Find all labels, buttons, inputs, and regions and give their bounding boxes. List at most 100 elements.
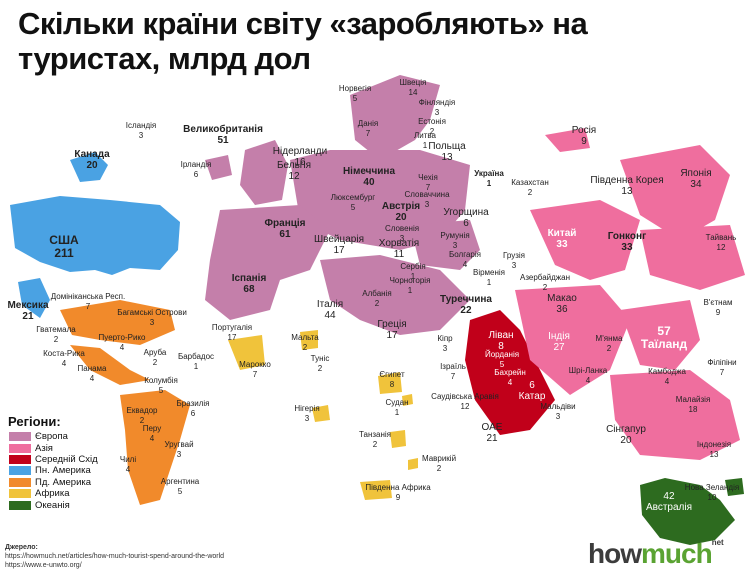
label-argentina: Аргентина 5	[160, 477, 200, 496]
label-cyprus: Кіпр 3	[437, 334, 453, 353]
legend-item-africa: Африка	[9, 488, 117, 499]
label-morocco: Марокко 7	[239, 360, 271, 379]
label-montenegro: Чорногорія 1	[389, 276, 431, 295]
label-hungary: Угорщина 6	[443, 207, 489, 229]
label-macau: Макао 36	[547, 293, 577, 315]
label-switzerland: Швейцарія 17	[314, 234, 364, 256]
legend-item-north-america: Пн. Америка	[9, 465, 117, 476]
label-egypt: Єгипет 8	[379, 370, 405, 389]
region-canada	[70, 152, 108, 182]
label-poland: Польща 13	[428, 141, 466, 163]
legend-label: Африка	[35, 488, 70, 500]
label-turkey: Туреччина 22	[440, 294, 492, 316]
legend-title: Регіони:	[8, 414, 61, 429]
label-singapore: Сінгапур 20	[606, 424, 646, 446]
label-israel: Ізраїль 7	[440, 362, 466, 381]
legend-label: Океанія	[35, 499, 70, 511]
legend-swatch	[9, 477, 31, 487]
legend-swatch	[9, 466, 31, 476]
label-mexico: Мексика 21	[7, 300, 49, 322]
legend-item-europe: Європа	[9, 431, 117, 442]
label-peru: Перу 4	[142, 424, 162, 443]
region-sudan	[402, 394, 413, 406]
logo-part-how: how	[588, 538, 642, 569]
label-vietnam: В'єтнам 9	[703, 298, 733, 317]
region-egypt	[378, 372, 402, 394]
region-tanzania	[390, 430, 406, 448]
label-georgia: Грузія 3	[502, 251, 526, 270]
label-bahamas: Багамські Острови 3	[117, 308, 187, 327]
region-taiwan-hk	[640, 225, 745, 290]
label-belgium: Бельгія 12	[276, 160, 312, 182]
label-estonia: Естонія 2	[418, 117, 446, 136]
legend-label: Європа	[35, 431, 68, 443]
region-tunisia	[300, 330, 318, 350]
source-link[interactable]: https://www.e-unwto.org/	[5, 562, 82, 569]
region-mexico	[18, 278, 50, 318]
region-southeast-asia	[610, 370, 740, 460]
label-tanzania: Танзанія 2	[358, 430, 392, 449]
legend-item-south-america: Пд. Америка	[9, 477, 117, 488]
label-costa-rica: Коста-Рика 4	[43, 349, 85, 368]
label-puerto-rico: Пуерто-Рико 4	[98, 333, 146, 352]
label-russia: Росія 9	[571, 125, 597, 147]
label-iceland: Ісландія 3	[125, 121, 157, 140]
label-panama: Панама 4	[77, 364, 107, 383]
label-ireland: Ірландія 6	[180, 160, 212, 179]
label-spain: Іспанія 68	[231, 273, 267, 295]
label-france: Франція 61	[264, 218, 306, 240]
label-nigeria: Нігерія 3	[294, 404, 320, 423]
legend-item-asia: Азія	[9, 442, 117, 454]
region-china	[530, 200, 640, 280]
region-southern-europe	[320, 255, 470, 335]
label-romania: Румунія 3	[440, 231, 470, 250]
region-korea-japan	[620, 145, 730, 240]
label-india: Індія 27	[548, 331, 570, 353]
label-canada: Канада 20	[74, 149, 110, 171]
legend-label: Азія	[35, 442, 53, 454]
source-note: Джерело: https://howmuch.net/articles/ho…	[5, 543, 224, 570]
label-greece: Греція 17	[377, 319, 407, 341]
label-sri-lanka: Шрі-Ланка 4	[568, 366, 608, 385]
legend: Регіони: Європа Азія Середній Схід Пн. А…	[5, 412, 117, 517]
region-middle-east	[465, 310, 555, 435]
region-uk	[240, 140, 288, 205]
label-ukraine: Україна 1	[474, 169, 504, 188]
howmuch-logo: howmuchnet	[588, 538, 724, 570]
label-colombia: Колумбія 5	[144, 376, 178, 395]
region-thailand	[620, 300, 700, 370]
label-usa: США 211	[49, 233, 79, 260]
label-netherlands: Нідерланди 16	[272, 146, 328, 168]
label-chile: Чилі 4	[119, 455, 137, 474]
label-germany: Німеччина 40	[342, 166, 396, 188]
label-qatar: 6 Катар	[518, 380, 546, 402]
label-thailand: 57 Таїланд	[640, 324, 688, 351]
region-south-asia	[515, 285, 630, 395]
label-hong-kong: Гонконг 33	[607, 231, 647, 253]
legend-swatch	[9, 500, 31, 510]
legend-label: Пн. Америка	[35, 465, 91, 477]
legend-swatch	[9, 443, 31, 453]
label-slovenia: Словенія 3	[384, 224, 420, 243]
label-austria: Австрія 20	[381, 201, 421, 223]
legend-swatch	[9, 454, 31, 464]
label-malaysia: Малайзія 18	[675, 395, 711, 414]
label-kazakhstan: Казахстан 2	[511, 178, 549, 197]
label-brazil: Бразилія 6	[176, 399, 210, 418]
label-australia: 42 Австралія	[645, 491, 693, 513]
label-jordan: Йорданія 5	[484, 350, 520, 369]
region-australia	[640, 478, 735, 545]
logo-suffix: net	[711, 538, 724, 547]
label-maldives: Мальдіви 3	[540, 402, 576, 421]
label-south-korea: Південна Корея 13	[590, 175, 664, 197]
label-tunisia: Туніс 2	[310, 354, 330, 373]
source-link[interactable]: https://howmuch.net/articles/how-much-to…	[5, 553, 225, 560]
label-malta: Мальта 2	[291, 333, 319, 352]
legend-swatch	[9, 432, 31, 442]
label-slovakia: Словаччина 3	[404, 190, 450, 209]
region-mauritius	[408, 458, 418, 470]
legend-label: Середній Схід	[35, 453, 98, 465]
label-china: Китай 33	[547, 228, 577, 250]
region-ireland	[205, 155, 232, 180]
